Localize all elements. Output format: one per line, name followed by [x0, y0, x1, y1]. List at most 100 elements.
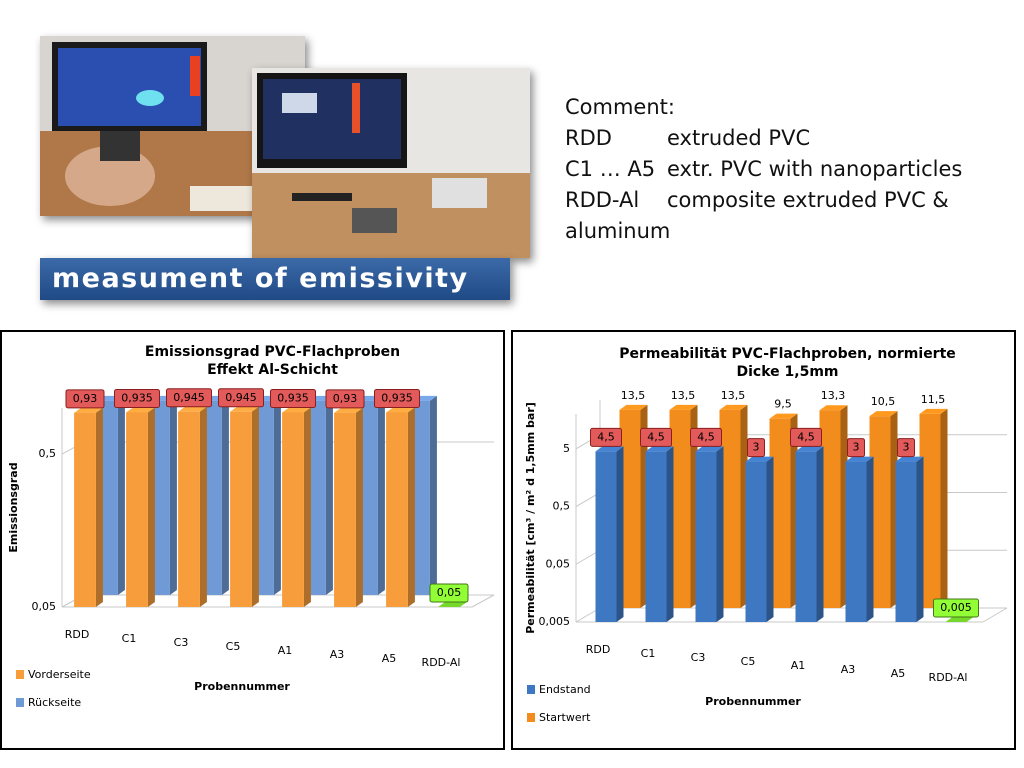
- bar-top: [719, 404, 748, 410]
- x-tick-label: A5: [891, 667, 906, 680]
- value-label: 0,945: [225, 391, 257, 404]
- bar-top: [595, 446, 624, 452]
- bar: [845, 461, 867, 622]
- banner: measument of emissivity: [40, 258, 510, 300]
- bar-side: [407, 407, 415, 607]
- y-tick-label: 0,5: [39, 447, 57, 460]
- comment-text: composite extruded PVC & aluminum: [565, 188, 949, 243]
- bar: [595, 451, 617, 622]
- bar-side: [117, 395, 125, 595]
- bar-top: [769, 413, 798, 419]
- value-label-box: [897, 438, 915, 458]
- bar: [695, 451, 717, 622]
- value-label: 11,5: [921, 393, 946, 406]
- comment-text: extr. PVC with nanoparticles: [667, 157, 963, 181]
- comment: Comment: RDD extruded PVC C1 … A5 extr. PV…: [565, 92, 985, 247]
- value-label-box: [270, 388, 316, 408]
- chart: Permeabilität PVC-Flachproben, normierte…: [524, 346, 1008, 724]
- floor-right: [982, 607, 1008, 623]
- value-label-box: [114, 388, 160, 408]
- bar: [869, 416, 891, 608]
- bar-side: [221, 395, 229, 595]
- bar-top: [438, 602, 467, 607]
- value-label-box: [933, 598, 979, 618]
- bar-top: [230, 406, 259, 412]
- y-tick-label: 0,5: [553, 500, 571, 513]
- bar: [919, 413, 941, 608]
- bar-side: [866, 456, 874, 622]
- value-label-box: [590, 427, 622, 447]
- value-label-box: [325, 389, 365, 409]
- value-label: 3: [753, 441, 760, 454]
- legend-label: Rückseite: [28, 696, 81, 709]
- x-tick-label: A1: [791, 659, 806, 672]
- bar: [282, 412, 304, 607]
- bar-side: [940, 408, 948, 608]
- bar: [74, 412, 96, 607]
- value-label: 4,5: [697, 430, 715, 443]
- bar-side: [816, 446, 824, 622]
- x-tick-label: RDD: [586, 643, 611, 656]
- bar-top: [695, 446, 724, 452]
- comment-term: RDD-Al: [565, 188, 640, 212]
- value-label: 0,935: [121, 391, 153, 404]
- x-tick-label: C3: [691, 651, 706, 664]
- x-tick-label: A3: [330, 648, 345, 661]
- value-label: 13,5: [721, 389, 746, 402]
- comment-row: RDD-Al composite extruded PVC & aluminum: [565, 185, 985, 247]
- bar-side: [169, 395, 177, 595]
- legend-swatch: [527, 713, 535, 722]
- value-label: 0,945: [173, 391, 205, 404]
- bar: [619, 409, 641, 608]
- bar-top: [919, 408, 948, 414]
- y-tick-label: 0,005: [539, 615, 571, 628]
- bar-side: [199, 406, 207, 607]
- y-tick-label: 0,05: [32, 600, 57, 613]
- y-tick-label: 0,05: [546, 557, 571, 570]
- y-axis-title: Permeabilität [cm³ / m² d 1,5mm bar]: [524, 402, 537, 634]
- bar-side: [377, 395, 385, 595]
- value-label: 0,93: [333, 392, 358, 405]
- bar: [178, 411, 200, 607]
- bar: [386, 412, 408, 607]
- comment-term: C1 … A5: [565, 157, 656, 181]
- legend-swatch: [527, 685, 535, 694]
- y-axis-title: Emissionsgrad: [7, 462, 20, 552]
- chart-panel: Emissionsgrad PVC-Flachproben Effekt Al-S…: [0, 330, 505, 750]
- chart-title: Effekt Al-Schicht: [207, 362, 338, 378]
- bar-side: [766, 456, 774, 622]
- bar-side: [251, 406, 259, 607]
- value-label: 13,5: [621, 389, 646, 402]
- bar-top: [645, 446, 674, 452]
- x-tick-label: C1: [122, 632, 137, 645]
- chart-title: Dicke 1,5mm: [737, 364, 839, 380]
- value-label-box: [429, 583, 469, 603]
- value-label: 10,5: [871, 395, 896, 408]
- bar-top: [869, 411, 898, 417]
- bar-top: [819, 405, 848, 411]
- floor-right: [471, 594, 495, 608]
- chart: Emissionsgrad PVC-Flachproben Effekt Al-S…: [7, 344, 495, 709]
- chart-title: Permeabilität PVC-Flachproben, normierte: [619, 346, 956, 362]
- value-label-box: [690, 427, 722, 447]
- bar: [819, 410, 841, 608]
- bar-side: [273, 395, 281, 595]
- bar: [895, 461, 917, 622]
- legend-swatch: [16, 698, 24, 707]
- bar-side: [325, 395, 333, 595]
- x-tick-label: C5: [226, 640, 241, 653]
- bar-side: [429, 395, 437, 595]
- value-label-box: [166, 388, 212, 408]
- value-label-box: [640, 427, 672, 447]
- bar: [126, 412, 148, 607]
- value-label: 13,5: [671, 389, 696, 402]
- comment-row: C1 … A5 extr. PVC with nanoparticles: [565, 154, 985, 185]
- value-label: 3: [853, 441, 860, 454]
- bar-side: [147, 407, 155, 607]
- value-label-box: [747, 438, 765, 458]
- x-tick-label: C3: [174, 636, 189, 649]
- value-label-box: [847, 438, 865, 458]
- chart-panel: Permeabilität PVC-Flachproben, normierte…: [511, 330, 1016, 750]
- value-label: 4,5: [597, 430, 615, 443]
